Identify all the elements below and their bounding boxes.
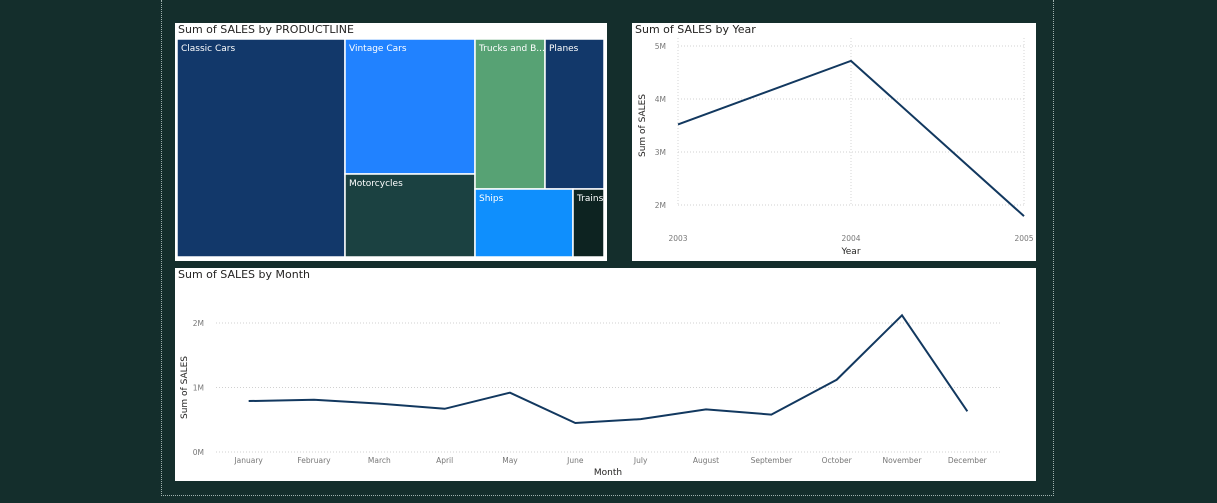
x-tick-label: June — [566, 456, 584, 465]
treemap-tile-rect[interactable] — [544, 38, 605, 190]
y-tick-label: 0M — [193, 448, 204, 457]
treemap-svg: Classic Cars Vintage Cars Motorcycles Truck… — [176, 38, 605, 258]
data-point[interactable] — [442, 406, 448, 412]
x-tick-label: May — [502, 456, 518, 465]
treemap-tile-label: Ships — [479, 194, 504, 204]
data-point[interactable] — [638, 416, 644, 422]
data-point[interactable] — [507, 390, 513, 396]
x-tick-label: 2003 — [668, 234, 687, 243]
x-tick-label: 2004 — [841, 234, 860, 243]
x-tick-label: August — [693, 456, 719, 465]
treemap-tile-label: Classic Cars — [181, 44, 235, 54]
treemap-tile-rect[interactable] — [474, 188, 574, 258]
data-point[interactable] — [768, 412, 774, 418]
year-chart-title: Sum of SALES by Year — [635, 23, 756, 36]
x-tick-label: February — [297, 456, 331, 465]
data-point[interactable] — [246, 398, 252, 404]
y-axis-title: Sum of SALES — [180, 356, 190, 419]
treemap-tile-planes[interactable]: Planes — [544, 38, 605, 190]
treemap-tile-rect[interactable] — [344, 173, 476, 258]
y-axis-title: Sum of SALES — [638, 94, 648, 157]
treemap-tile-rect[interactable] — [572, 188, 605, 258]
x-tick-label: 2005 — [1014, 234, 1033, 243]
treemap-tile-label: Planes — [549, 44, 579, 54]
x-axis-title: Month — [594, 468, 622, 478]
treemap-tile-label: Motorcycles — [349, 179, 403, 189]
treemap-tile-label: Vintage Cars — [349, 44, 407, 54]
treemap-tile-vintage-cars[interactable]: Vintage Cars — [344, 38, 476, 175]
treemap-tile-rect[interactable] — [344, 38, 476, 175]
series-line[interactable] — [677, 59, 1025, 217]
treemap-tile-label: Trains — [576, 194, 604, 204]
data-point[interactable] — [848, 58, 854, 64]
y-tick-label: 1M — [193, 384, 204, 393]
treemap-tile-classic-cars[interactable]: Classic Cars — [176, 38, 346, 258]
data-point[interactable] — [834, 377, 840, 383]
month-chart-title: Sum of SALES by Month — [178, 268, 310, 281]
data-point[interactable] — [703, 406, 709, 412]
treemap-tile-label: Trucks and B... — [478, 44, 545, 54]
treemap-tile-rect[interactable] — [474, 38, 546, 190]
treemap-tile-motorcycles[interactable]: Motorcycles — [344, 173, 476, 258]
x-tick-label: July — [633, 456, 648, 465]
y-tick-label: 5M — [655, 42, 666, 51]
x-tick-label: December — [948, 456, 988, 465]
x-tick-label: September — [751, 456, 793, 465]
data-point[interactable] — [675, 121, 681, 127]
x-tick-label: October — [822, 456, 853, 465]
x-tick-label: March — [368, 456, 391, 465]
y-tick-label: 3M — [655, 148, 666, 157]
report-canvas-border — [161, 0, 1054, 496]
year-line-chart-visual[interactable]: Sum of SALES by Year 2M 3M 4M 5M 2003 2004 200… — [632, 23, 1036, 261]
y-tick-label: 2M — [655, 201, 666, 210]
x-tick-label: November — [882, 456, 922, 465]
data-point[interactable] — [899, 312, 905, 318]
series-line[interactable] — [248, 313, 969, 424]
x-tick-label: April — [436, 456, 453, 465]
y-tick-label: 2M — [193, 319, 204, 328]
data-point[interactable] — [1021, 213, 1027, 219]
treemap-tile-trains[interactable]: Trains — [572, 188, 605, 258]
data-point[interactable] — [572, 420, 578, 426]
data-point[interactable] — [376, 401, 382, 407]
month-line-chart-visual[interactable]: Sum of SALES by Month 0M 1M 2M January Febru… — [175, 268, 1036, 481]
treemap-title: Sum of SALES by PRODUCTLINE — [178, 23, 354, 36]
treemap-tile-trucks-and-b[interactable]: Trucks and B... — [474, 38, 546, 190]
x-axis-title: Year — [840, 247, 860, 257]
treemap-tile-ships[interactable]: Ships — [474, 188, 574, 258]
y-tick-label: 4M — [655, 95, 666, 104]
treemap-visual[interactable]: Sum of SALES by PRODUCTLINE Classic Cars… — [175, 23, 607, 261]
data-point[interactable] — [311, 397, 317, 403]
treemap-tile-rect[interactable] — [176, 38, 346, 258]
year-chart-svg: 2M 3M 4M 5M 2003 2004 2005 Year Sum of SALES — [638, 38, 1034, 257]
x-tick-label: January — [233, 456, 263, 465]
month-chart-svg: 0M 1M 2M January February March April May June Ju… — [180, 312, 1000, 478]
data-point[interactable] — [964, 408, 970, 414]
